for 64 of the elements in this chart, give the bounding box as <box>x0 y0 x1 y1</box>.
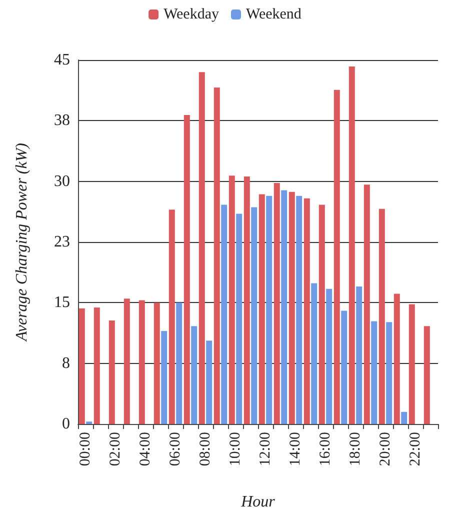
x-tick-label: 00:00 <box>78 432 94 466</box>
bar <box>341 310 348 424</box>
bar <box>124 298 130 424</box>
bar <box>206 340 212 424</box>
x-tick-label: 02:00 <box>108 432 124 466</box>
bar <box>274 182 280 424</box>
bar <box>176 302 182 424</box>
bar <box>236 214 242 424</box>
bar <box>424 326 430 424</box>
bar <box>221 204 228 424</box>
bar <box>154 302 160 424</box>
x-tick-label: 04:00 <box>138 432 154 466</box>
y-tick-label: 8 <box>62 354 70 372</box>
bar <box>191 326 198 424</box>
x-tick-label: 16:00 <box>318 432 334 466</box>
bar <box>214 88 220 424</box>
bar <box>281 190 288 424</box>
x-tick-label: 22:00 <box>408 432 424 466</box>
x-tick-label: 20:00 <box>378 432 394 466</box>
x-tick-label: 06:00 <box>168 432 184 466</box>
bar <box>198 72 205 424</box>
bar <box>108 320 115 424</box>
bar <box>408 304 415 424</box>
x-tick-label: 14:00 <box>288 432 304 466</box>
bar <box>401 412 408 424</box>
bar <box>161 330 168 424</box>
x-tick-label: 08:00 <box>198 432 214 466</box>
bar <box>78 308 85 424</box>
bar <box>288 192 295 424</box>
y-tick-label: 23 <box>54 234 70 250</box>
bar <box>168 210 175 424</box>
bar <box>251 207 258 424</box>
bar <box>258 194 265 424</box>
legend-label: Weekday <box>164 6 220 22</box>
bar <box>94 308 100 424</box>
legend-label: Weekend <box>246 6 302 22</box>
bar <box>304 198 310 424</box>
x-tick-label: 18:00 <box>348 432 364 466</box>
bar <box>184 115 190 424</box>
y-tick-label: 38 <box>54 112 70 130</box>
bar <box>318 204 325 424</box>
bar <box>378 208 385 424</box>
bar <box>334 90 340 424</box>
bar <box>138 300 145 424</box>
bar <box>394 294 400 424</box>
bar <box>266 196 272 424</box>
bar <box>386 322 392 424</box>
bar <box>364 184 370 424</box>
bar <box>356 286 362 424</box>
bar <box>228 176 235 424</box>
y-tick-label: 15 <box>54 294 70 312</box>
bar <box>348 66 355 424</box>
y-tick-label: 45 <box>54 52 70 68</box>
bar <box>296 196 302 424</box>
bar <box>311 283 318 424</box>
y-tick-label: 30 <box>54 172 70 190</box>
bar <box>326 288 332 424</box>
x-tick-label: 12:00 <box>258 432 274 466</box>
y-axis-title: Average Charging Power (kW) <box>14 142 30 342</box>
y-tick-label: 0 <box>62 416 70 432</box>
bar <box>244 176 250 424</box>
x-axis-title: Hour <box>240 494 276 510</box>
x-tick-label: 10:00 <box>228 432 244 466</box>
bar <box>371 321 378 424</box>
